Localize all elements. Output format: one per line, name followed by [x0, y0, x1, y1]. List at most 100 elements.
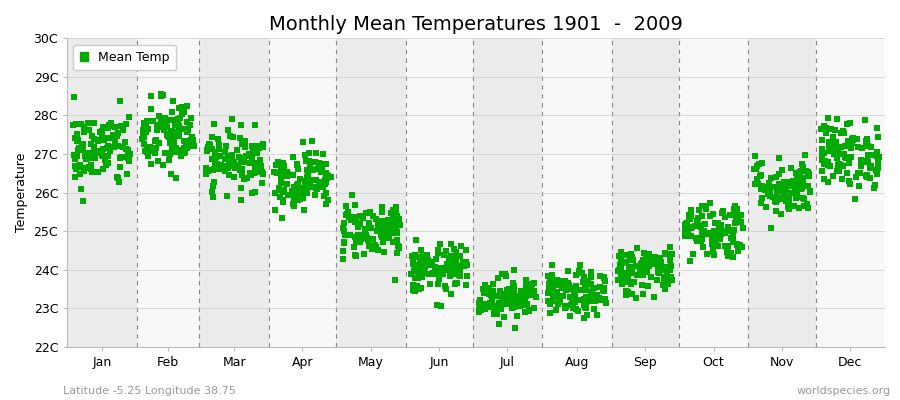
Point	[478, 306, 492, 312]
Point	[232, 134, 247, 141]
Point	[614, 263, 628, 270]
Point	[377, 249, 392, 256]
Point	[68, 162, 82, 169]
Point	[870, 125, 885, 132]
Point	[859, 138, 873, 144]
Point	[137, 134, 151, 140]
Point	[576, 279, 590, 286]
Point	[652, 264, 667, 270]
Point	[337, 220, 351, 226]
Point	[578, 287, 592, 293]
Point	[828, 126, 842, 133]
Point	[583, 288, 598, 295]
Point	[706, 249, 720, 256]
Point	[659, 250, 673, 257]
Point	[162, 150, 176, 156]
Point	[225, 151, 239, 158]
Point	[112, 155, 127, 162]
Point	[724, 235, 738, 242]
Point	[505, 304, 519, 311]
Point	[141, 153, 156, 159]
Point	[576, 296, 590, 302]
Point	[835, 128, 850, 134]
Point	[446, 253, 461, 260]
Point	[519, 288, 534, 294]
Point	[832, 151, 847, 157]
Point	[578, 283, 592, 290]
Point	[715, 231, 729, 237]
Point	[347, 244, 362, 250]
Point	[202, 140, 217, 147]
Point	[564, 298, 579, 305]
Point	[295, 195, 310, 201]
Point	[336, 256, 350, 262]
Point	[508, 293, 523, 299]
Point	[182, 138, 196, 144]
Point	[695, 230, 709, 236]
Point	[340, 209, 355, 215]
Point	[121, 155, 135, 162]
Point	[789, 170, 804, 176]
Point	[206, 179, 220, 186]
Point	[614, 273, 628, 279]
Point	[503, 298, 517, 304]
Point	[77, 165, 92, 171]
Point	[754, 200, 769, 206]
Point	[748, 181, 762, 187]
Point	[626, 257, 640, 264]
Point	[268, 206, 283, 213]
Point	[491, 275, 506, 281]
Point	[94, 152, 109, 158]
Point	[340, 211, 355, 217]
Point	[508, 298, 522, 304]
Point	[201, 144, 215, 150]
Point	[497, 314, 511, 321]
Point	[690, 218, 705, 224]
Point	[707, 220, 722, 226]
Point	[842, 178, 856, 184]
Point	[309, 150, 323, 157]
Point	[507, 267, 521, 273]
Point	[834, 162, 849, 168]
Point	[721, 224, 735, 230]
Point	[773, 188, 788, 194]
Point	[159, 120, 174, 127]
Point	[621, 278, 635, 285]
Point	[577, 302, 591, 308]
Point	[781, 182, 796, 189]
Point	[345, 216, 359, 222]
Point	[180, 129, 194, 136]
Point	[338, 202, 353, 209]
Point	[863, 163, 878, 169]
Point	[142, 145, 157, 151]
Point	[163, 140, 177, 146]
Point	[177, 144, 192, 151]
Point	[784, 165, 798, 171]
Point	[768, 198, 782, 204]
Point	[729, 216, 743, 222]
Point	[641, 252, 655, 258]
Point	[382, 220, 397, 226]
Point	[713, 231, 727, 237]
Point	[870, 153, 885, 160]
Point	[389, 204, 403, 210]
Point	[108, 124, 122, 130]
Point	[224, 163, 238, 170]
Point	[418, 254, 432, 261]
Point	[204, 156, 219, 163]
Point	[270, 170, 284, 176]
Point	[845, 139, 859, 146]
Point	[439, 266, 454, 272]
Point	[119, 120, 133, 127]
Point	[165, 128, 179, 134]
Point	[501, 286, 516, 292]
Point	[763, 225, 778, 232]
Point	[616, 275, 631, 281]
Point	[301, 173, 315, 180]
Point	[785, 190, 799, 196]
Point	[611, 267, 625, 274]
Point	[153, 124, 167, 130]
Point	[221, 165, 236, 171]
Point	[618, 292, 633, 298]
Point	[139, 121, 153, 128]
